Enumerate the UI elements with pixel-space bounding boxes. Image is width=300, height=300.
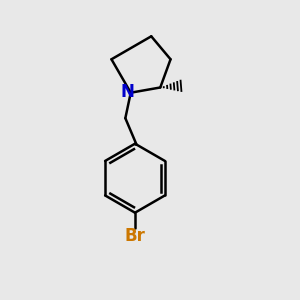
- Text: Br: Br: [124, 227, 146, 245]
- Text: N: N: [120, 83, 134, 101]
